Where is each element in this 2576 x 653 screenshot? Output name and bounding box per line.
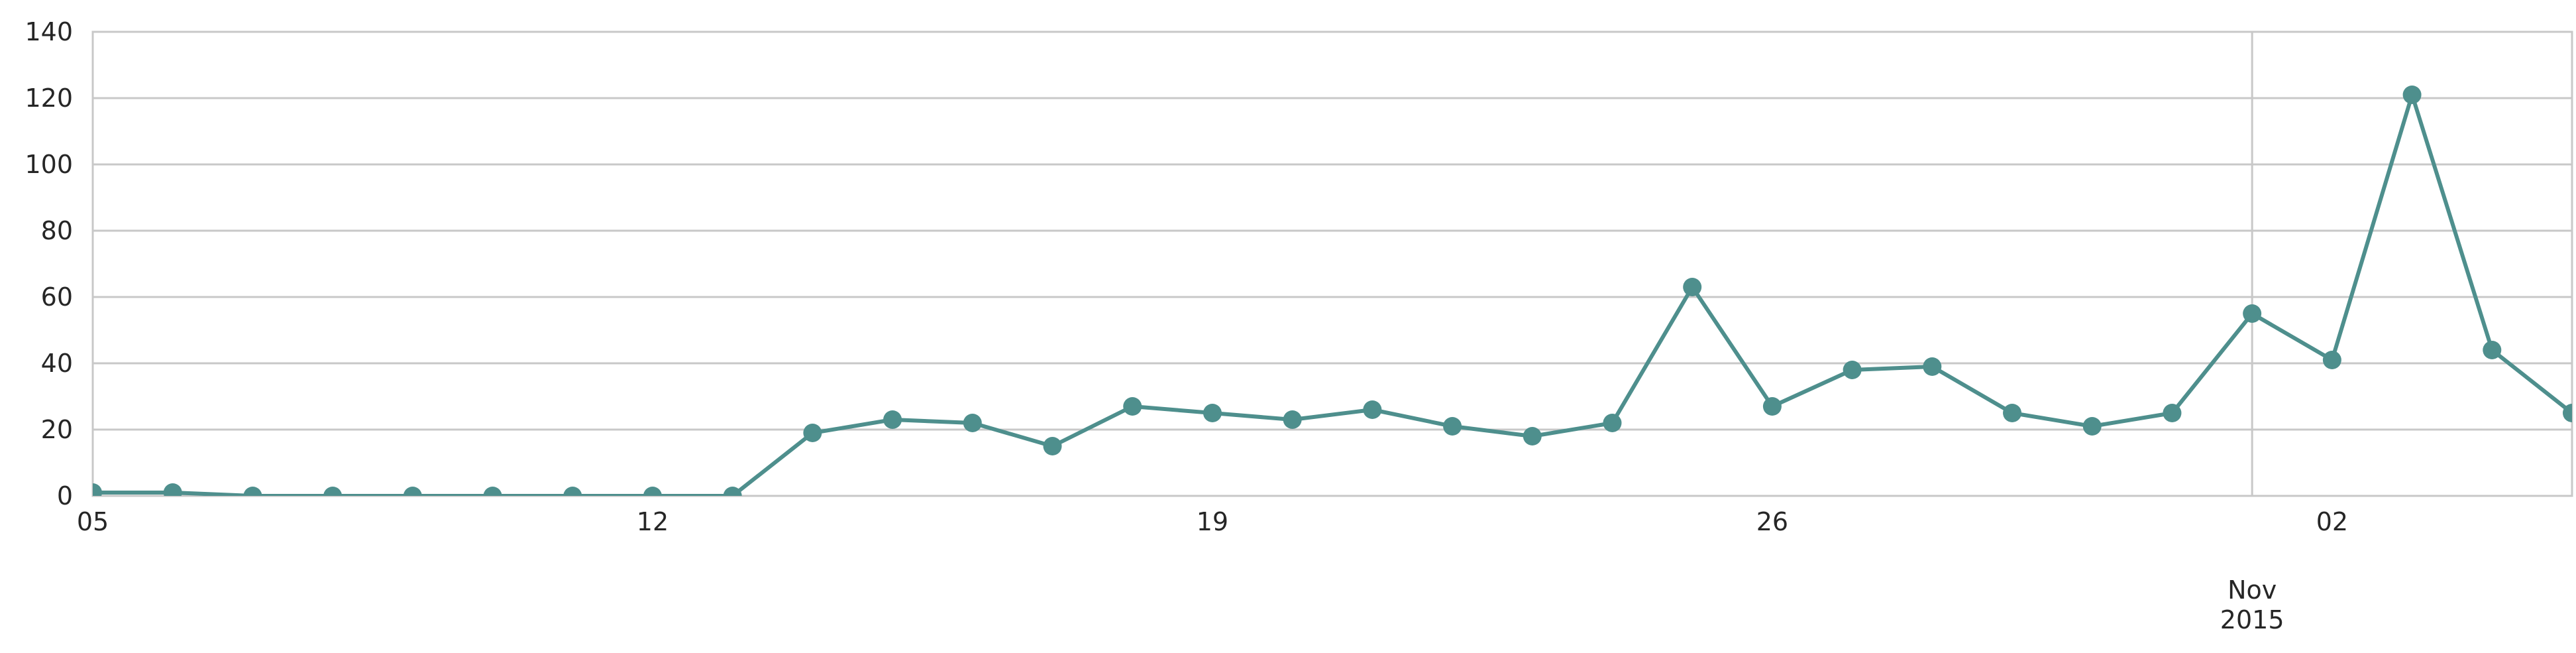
- y-tick-label: 20: [41, 415, 73, 444]
- x-major-tick-label: Nov: [2227, 575, 2277, 605]
- data-point: [163, 483, 182, 496]
- x-tick-label: 19: [1197, 507, 1228, 536]
- data-point: [563, 487, 582, 496]
- data-point: [883, 410, 902, 429]
- data-point: [2243, 304, 2262, 323]
- data-point: [1363, 400, 1382, 419]
- y-tick-label: 120: [25, 84, 73, 113]
- data-point: [1203, 404, 1222, 422]
- data-point: [643, 487, 662, 496]
- data-point: [483, 487, 502, 496]
- data-point: [1603, 414, 1622, 432]
- data-point: [323, 487, 343, 496]
- data-point: [1443, 417, 1462, 436]
- y-tick-label: 0: [57, 481, 73, 510]
- data-point: [723, 487, 742, 496]
- data-point: [803, 424, 822, 442]
- data-point: [1923, 357, 1942, 376]
- y-tick-label: 60: [41, 282, 73, 312]
- series-layer: [93, 86, 2572, 496]
- series-line: [93, 93, 2572, 496]
- x-tick-label: 12: [637, 507, 669, 536]
- y-tick-label: 80: [41, 216, 73, 245]
- y-tick-label: 140: [25, 17, 73, 46]
- data-point: [1043, 437, 1062, 455]
- grid-layer: [93, 30, 2572, 497]
- data-point: [2322, 351, 2341, 369]
- y-tick-label: 100: [25, 150, 73, 179]
- data-point: [1843, 361, 1862, 379]
- data-point: [2483, 341, 2502, 359]
- data-point: [2402, 86, 2422, 104]
- x-major-tick-label: 2015: [2220, 605, 2284, 634]
- data-point: [963, 414, 982, 432]
- data-point: [1123, 397, 1142, 416]
- data-point: [403, 487, 422, 496]
- x-tick-label: 02: [2316, 507, 2348, 536]
- data-point: [1283, 410, 1302, 429]
- x-tick-label: 26: [1756, 507, 1788, 536]
- y-tick-label: 40: [41, 349, 73, 378]
- data-point: [93, 483, 102, 496]
- data-point: [2163, 404, 2182, 422]
- data-point: [243, 487, 262, 496]
- data-point: [1683, 278, 1702, 296]
- x-tick-label: 05: [77, 507, 109, 536]
- plot-frame: [91, 30, 2573, 497]
- data-point: [2563, 404, 2572, 422]
- data-point: [2082, 417, 2102, 436]
- data-point: [1523, 427, 1542, 445]
- data-point: [1762, 397, 1782, 416]
- data-point: [2003, 404, 2022, 422]
